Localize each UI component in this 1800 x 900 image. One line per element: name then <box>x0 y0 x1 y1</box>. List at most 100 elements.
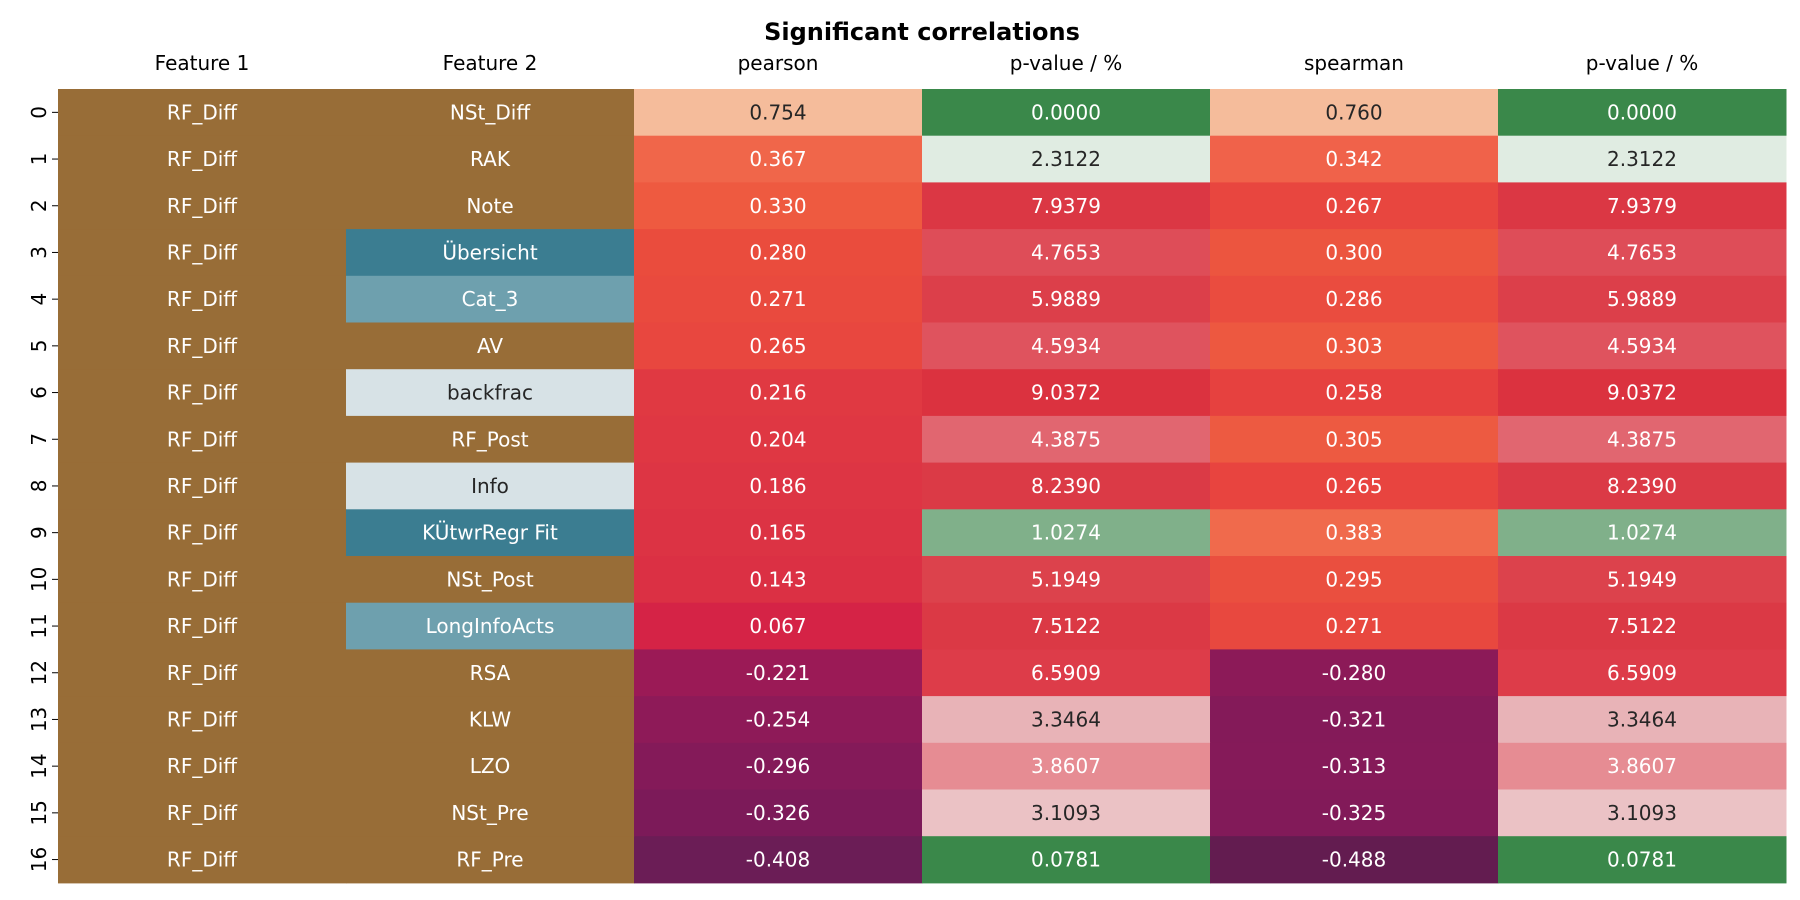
spearman-cell <box>1210 462 1499 510</box>
feature-2-value: LZO <box>470 754 511 778</box>
pearson-cell <box>634 415 923 464</box>
row-label: 16 <box>27 847 51 872</box>
row-label: 2 <box>27 199 51 212</box>
feature-2-value: Note <box>466 194 513 218</box>
spearman-cell <box>1210 229 1499 277</box>
pearson-value: 0.754 <box>749 100 806 124</box>
row-label: 13 <box>27 707 51 732</box>
pearson-p-value-cell <box>922 556 1211 604</box>
pearson-cell <box>634 322 923 370</box>
feature-2-value: KÜtwrRegr Fit <box>422 521 558 545</box>
pearson-p-value-cell <box>922 322 1211 370</box>
spearman-p-value-value: 5.1949 <box>1607 567 1677 591</box>
heatmap-cells: RF_Diff NSt_Diff 0.754 0.0000 0.760 0.0000 RF_… <box>58 89 1787 884</box>
pearson-value: 0.265 <box>749 334 806 358</box>
row-label: 4 <box>27 293 51 306</box>
feature-2-cell <box>346 462 635 510</box>
spearman-p-value-cell <box>1498 182 1787 230</box>
pearson-cell <box>634 369 923 417</box>
feature-1-cell <box>58 89 347 137</box>
spearman-p-value-value: 4.7653 <box>1607 240 1677 264</box>
spearman-value: 0.342 <box>1325 147 1382 171</box>
feature-1-value: RF_Diff <box>167 707 238 731</box>
spearman-value: -0.488 <box>1322 848 1386 872</box>
feature-1-value: RF_Diff <box>167 287 238 311</box>
feature-1-cell <box>58 135 347 183</box>
row-label: 14 <box>27 753 51 778</box>
feature-1-value: RF_Diff <box>167 521 238 545</box>
row-label: 9 <box>27 526 51 539</box>
feature-2-cell <box>346 89 635 137</box>
pearson-p-value-value: 3.8607 <box>1031 754 1101 778</box>
spearman-cell <box>1210 275 1499 323</box>
spearman-p-value-value: 7.9379 <box>1607 194 1677 218</box>
feature-1-value: RF_Diff <box>167 614 238 638</box>
feature-2-cell <box>346 789 635 837</box>
pearson-p-value-cell <box>922 462 1211 510</box>
column-header-spearman-p-value: p-value / % <box>1586 51 1698 75</box>
spearman-value: 0.258 <box>1325 381 1382 405</box>
spearman-p-value-cell <box>1498 415 1787 464</box>
spearman-p-value-value: 1.0274 <box>1607 521 1677 545</box>
spearman-p-value-value: 6.5909 <box>1607 661 1677 685</box>
spearman-value: 0.295 <box>1325 567 1382 591</box>
pearson-cell <box>634 135 923 183</box>
pearson-p-value-value: 4.7653 <box>1031 240 1101 264</box>
pearson-p-value-cell <box>922 369 1211 417</box>
spearman-cell <box>1210 415 1499 464</box>
pearson-p-value-value: 7.9379 <box>1031 194 1101 218</box>
spearman-p-value-value: 5.9889 <box>1607 287 1677 311</box>
feature-2-value: Info <box>471 474 509 498</box>
column-header-pearson-p-value: p-value / % <box>1010 51 1122 75</box>
feature-2-cell <box>346 369 635 417</box>
feature-2-cell <box>346 322 635 370</box>
pearson-p-value-cell <box>922 275 1211 323</box>
pearson-p-value-cell <box>922 602 1211 650</box>
pearson-p-value-value: 1.0274 <box>1031 521 1101 545</box>
pearson-p-value-value: 0.0000 <box>1031 100 1101 124</box>
spearman-p-value-cell <box>1498 696 1787 744</box>
feature-2-cell <box>346 182 635 230</box>
column-headers: Feature 1 Feature 2 pearson p-value / % spea… <box>155 51 1699 75</box>
feature-2-cell <box>346 649 635 697</box>
feature-2-value: RSA <box>470 661 511 685</box>
feature-2-cell <box>346 742 635 790</box>
chart-title: Significant correlations <box>764 18 1080 46</box>
spearman-cell <box>1210 789 1499 837</box>
pearson-p-value-cell <box>922 789 1211 837</box>
spearman-cell <box>1210 369 1499 417</box>
pearson-value: -0.326 <box>746 801 810 825</box>
feature-2-cell <box>346 509 635 557</box>
column-header-feature-2: Feature 2 <box>443 51 538 75</box>
pearson-value: 0.280 <box>749 240 806 264</box>
spearman-cell <box>1210 836 1499 884</box>
row-label: 6 <box>27 386 51 399</box>
feature-1-value: RF_Diff <box>167 848 238 872</box>
spearman-p-value-value: 3.3464 <box>1607 707 1677 731</box>
spearman-value: 0.267 <box>1325 194 1382 218</box>
pearson-p-value-value: 6.5909 <box>1031 661 1101 685</box>
spearman-p-value-value: 7.5122 <box>1607 614 1677 638</box>
feature-1-cell <box>58 696 347 744</box>
feature-2-value: Übersicht <box>442 240 538 264</box>
pearson-cell <box>634 462 923 510</box>
feature-2-value: NSt_Pre <box>451 801 528 825</box>
spearman-p-value-cell <box>1498 135 1787 183</box>
pearson-value: -0.408 <box>746 848 810 872</box>
spearman-value: 0.305 <box>1325 427 1382 451</box>
feature-2-cell <box>346 229 635 277</box>
feature-2-cell <box>346 275 635 323</box>
pearson-p-value-cell <box>922 182 1211 230</box>
spearman-value: 0.286 <box>1325 287 1382 311</box>
feature-2-value: NSt_Diff <box>450 100 531 124</box>
spearman-p-value-cell <box>1498 602 1787 650</box>
pearson-cell <box>634 89 923 137</box>
spearman-value: 0.265 <box>1325 474 1382 498</box>
feature-1-cell <box>58 322 347 370</box>
feature-1-value: RF_Diff <box>167 100 238 124</box>
row-label: 3 <box>27 246 51 259</box>
pearson-cell <box>634 509 923 557</box>
feature-1-value: RF_Diff <box>167 474 238 498</box>
spearman-p-value-value: 2.3122 <box>1607 147 1677 171</box>
feature-1-cell <box>58 742 347 790</box>
